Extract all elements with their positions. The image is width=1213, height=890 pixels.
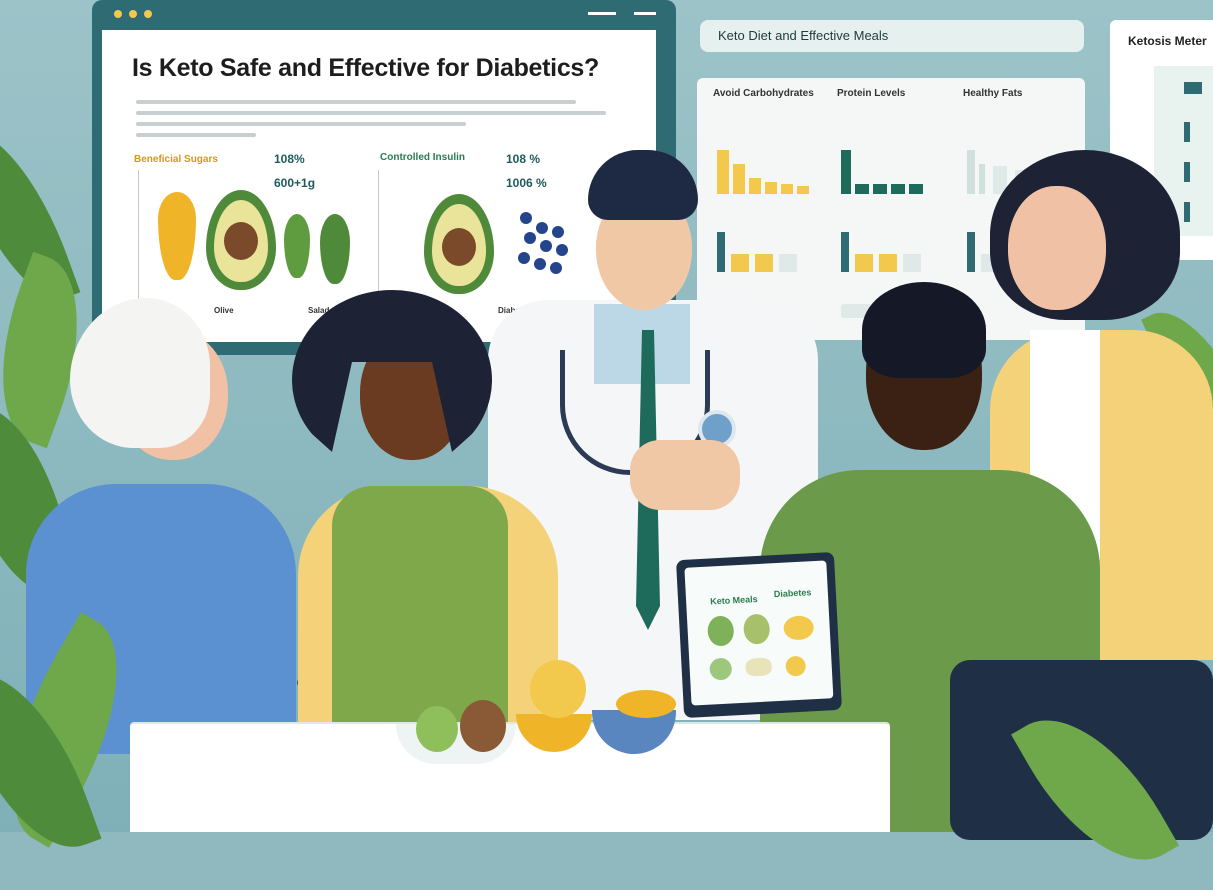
dashboard-title: Keto Diet and Effective Meals [718, 28, 889, 43]
avocado-on-plate [416, 706, 458, 752]
tablet-heading-right: Diabetes [773, 587, 812, 600]
presentation-slide: Is Keto Safe and Effective for Diabetics… [102, 30, 656, 342]
col-title: Protein Levels [837, 88, 906, 99]
ketosis-meter-title: Ketosis Meter [1128, 34, 1207, 48]
doctor-hair [588, 150, 698, 220]
slide-paragraph [136, 100, 616, 144]
tablet-screen[interactable]: Keto Meals Diabetes [684, 560, 834, 706]
dashboard-col-carbs: Avoid Carbohydrates [713, 88, 831, 328]
foot-label-olive: Olive [214, 306, 234, 315]
elderly-woman-hair [70, 298, 210, 448]
left-axis [138, 170, 139, 300]
mango-illustration [158, 192, 196, 280]
presentation-monitor: Is Keto Safe and Effective for Diabetics… [92, 0, 676, 355]
col-title: Avoid Carbohydrates [713, 88, 814, 99]
window-dots [114, 10, 152, 18]
green-pepper-illustration-2 [320, 214, 350, 284]
green-pepper-illustration [284, 214, 310, 278]
col-title: Healthy Fats [963, 88, 1023, 99]
man-hair [862, 282, 986, 378]
menu-icon-2 [634, 12, 656, 15]
mid-chart-label: Controlled Insulin [380, 152, 465, 163]
blueberries-illustration [514, 212, 574, 282]
avocado-illustration [206, 190, 276, 290]
fruit-slice-in-bowl [616, 690, 676, 718]
young-woman-top [332, 486, 508, 726]
dashboard-titlebar: Keto Diet and Effective Meals [700, 20, 1084, 52]
menu-icon [588, 12, 616, 15]
slide-title: Is Keto Safe and Effective for Diabetics… [132, 54, 599, 82]
mid-axis [378, 170, 379, 300]
tablet-device[interactable]: Keto Meals Diabetes [675, 551, 843, 719]
avocado-half-illustration [424, 194, 494, 294]
foot-label-salad: Salad [308, 306, 330, 315]
tablet-heading-left: Keto Meals [709, 594, 758, 607]
left-value-2: 600+1g [274, 176, 316, 190]
avocado-pit-on-plate [460, 700, 506, 752]
left-value-1: 108% [274, 152, 305, 166]
blazer-woman-face [1008, 186, 1106, 310]
doctor-pointing-hand [630, 440, 740, 510]
left-chart-label: Beneficial Sugars [134, 154, 218, 165]
mid-value-1: 108 % [506, 152, 541, 166]
mango-in-bowl [530, 660, 586, 718]
mid-value-2: 1006 % [506, 176, 547, 190]
